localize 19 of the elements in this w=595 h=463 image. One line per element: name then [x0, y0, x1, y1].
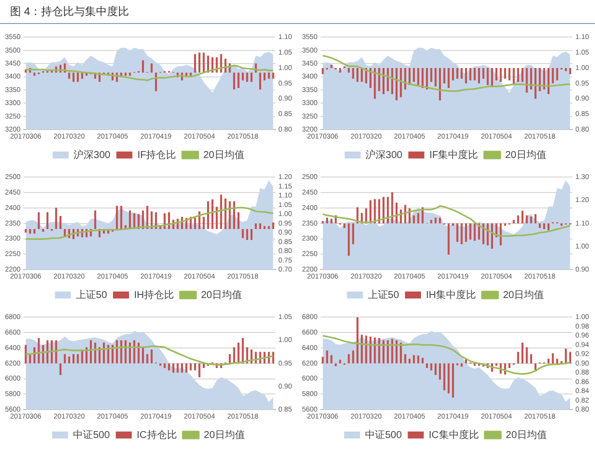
legend-label: IH持仓比: [134, 288, 174, 301]
legend-label: IH集中度比: [426, 288, 476, 301]
legend-label: 20日均值: [503, 288, 544, 301]
legend-label: 20日均值: [505, 148, 546, 161]
legend-label: IF持仓比: [137, 148, 176, 161]
legend-label: 上证50: [368, 288, 400, 301]
legend-label: IC集中度比: [428, 428, 479, 441]
legend-label: IC持仓比: [136, 428, 177, 441]
legend-label: 沪深300: [74, 148, 111, 161]
legend-label: 中证500: [365, 428, 402, 441]
chart-title: 图 4：持仓比与集中度比: [0, 0, 595, 24]
legend-label: IF集中度比: [429, 148, 478, 161]
legend-label: 中证500: [73, 428, 110, 441]
legend-label: 20日均值: [203, 148, 244, 161]
legend-label: 上证50: [76, 288, 108, 301]
legend-label: 20日均值: [506, 428, 547, 441]
legend-label: 沪深300: [366, 148, 403, 161]
legend-label: 20日均值: [201, 288, 242, 301]
legend-label: 20日均值: [204, 428, 245, 441]
